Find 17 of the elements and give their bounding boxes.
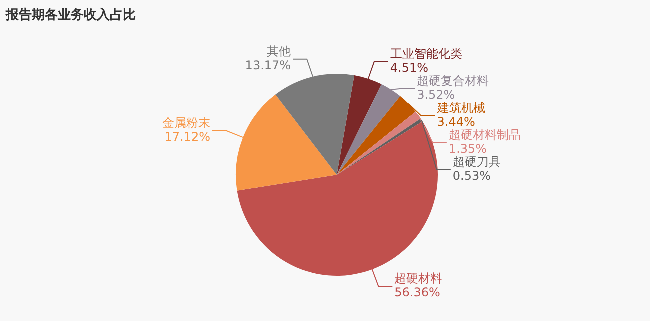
- data-label: 13.17%: [245, 58, 292, 73]
- chart-title: 报告期各业务收入占比: [6, 6, 136, 24]
- slice-label: 超硬材料: [394, 272, 443, 286]
- slice-label: 超硬刀具: [452, 155, 501, 170]
- slice-label: 其他: [267, 44, 292, 59]
- slice-label: 工业智能化类: [390, 47, 462, 62]
- slice-label: 超硬复合材料: [417, 74, 490, 88]
- data-label: 4.51%: [390, 61, 429, 76]
- data-label: 0.53%: [452, 169, 492, 184]
- slice-label: 金属粉末: [162, 116, 210, 130]
- slice-label: 超硬材料制品: [448, 128, 521, 142]
- data-label: 3.52%: [417, 88, 456, 102]
- data-label: 56.36%: [394, 286, 440, 300]
- data-label: 1.35%: [448, 142, 488, 156]
- data-label: 3.44%: [437, 115, 476, 130]
- data-label: 17.12%: [164, 130, 210, 144]
- slice-label: 建筑机械: [436, 101, 486, 116]
